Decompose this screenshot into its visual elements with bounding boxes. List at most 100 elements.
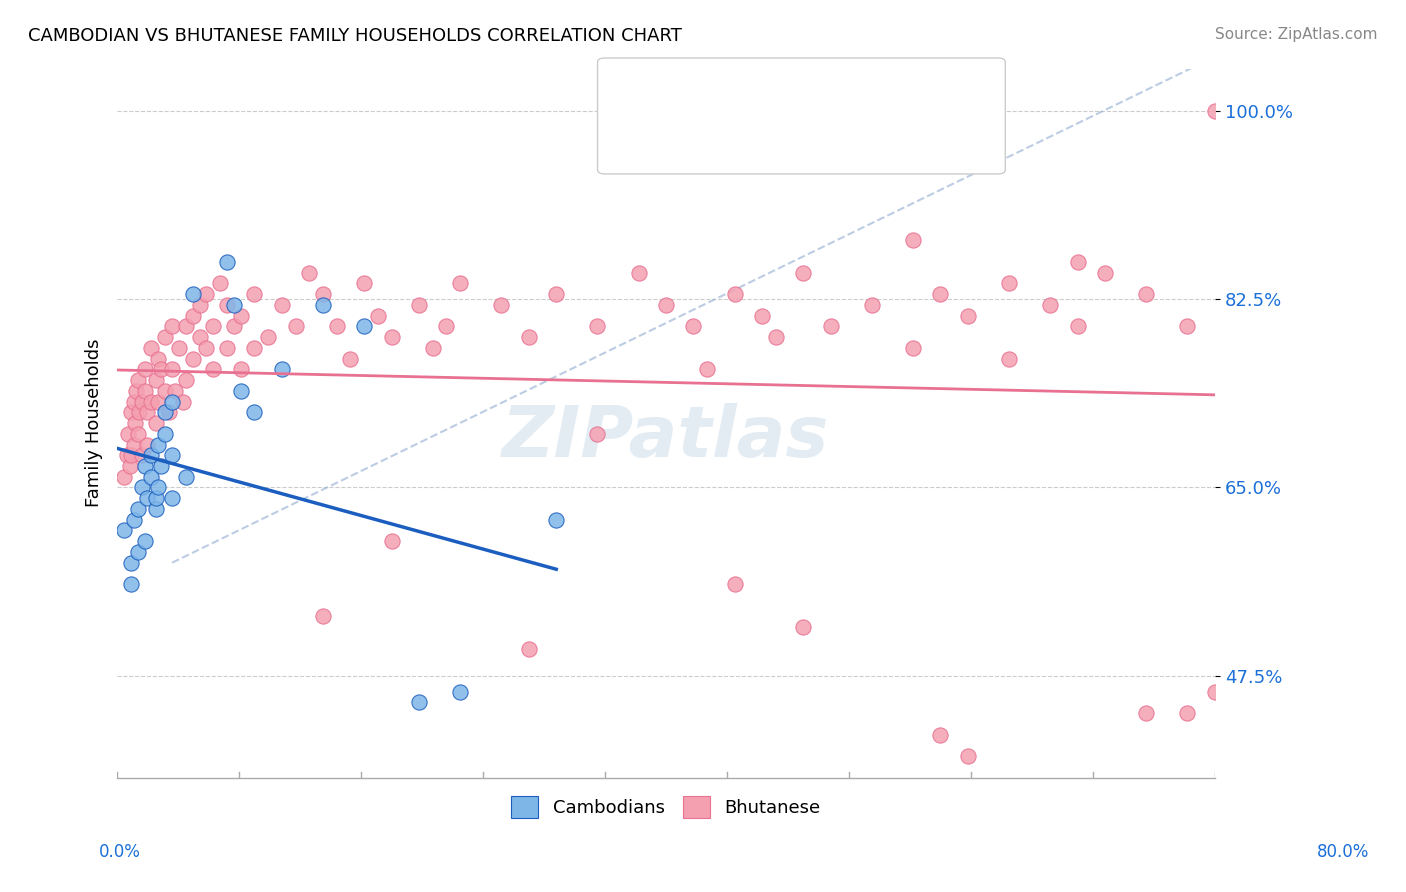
Point	[202, 319, 225, 334]
Point	[134, 362, 156, 376]
Point	[160, 491, 183, 506]
Text: N = 114: N = 114	[837, 129, 917, 149]
Point	[215, 255, 238, 269]
Point	[325, 319, 347, 334]
Point	[134, 384, 156, 398]
Point	[127, 373, 149, 387]
Point	[118, 458, 141, 473]
Point	[131, 394, 153, 409]
Point	[1135, 706, 1157, 720]
Point	[160, 319, 183, 334]
Point	[929, 287, 952, 301]
Point	[1368, 309, 1391, 323]
Point	[215, 341, 238, 355]
Point	[167, 341, 190, 355]
Point	[229, 362, 252, 376]
Point	[956, 749, 979, 764]
Point	[160, 362, 183, 376]
Point	[125, 384, 148, 398]
Point	[353, 277, 375, 291]
Point	[155, 426, 177, 441]
Point	[998, 277, 1021, 291]
Point	[145, 491, 167, 506]
Point	[134, 534, 156, 549]
Text: Source: ZipAtlas.com: Source: ZipAtlas.com	[1215, 27, 1378, 42]
Point	[145, 373, 167, 387]
Point	[134, 458, 156, 473]
Point	[655, 298, 678, 312]
Point	[901, 234, 924, 248]
Point	[229, 384, 252, 398]
Point	[270, 362, 292, 376]
Point	[127, 502, 149, 516]
Point	[586, 426, 609, 441]
Point	[115, 448, 138, 462]
Point	[181, 351, 204, 366]
Point	[723, 287, 745, 301]
Point	[141, 341, 163, 355]
Point	[131, 481, 153, 495]
Point	[901, 341, 924, 355]
Point	[546, 287, 568, 301]
Point	[174, 373, 197, 387]
Point	[1313, 330, 1336, 344]
Point	[141, 469, 163, 483]
Point	[491, 792, 513, 806]
Point	[627, 266, 650, 280]
Point	[112, 469, 135, 483]
Point	[1272, 298, 1295, 312]
Text: 80.0%: 80.0%	[1316, 843, 1369, 861]
Point	[112, 524, 135, 538]
Text: R = 0.326: R = 0.326	[658, 85, 756, 104]
Point	[586, 319, 609, 334]
Point	[546, 513, 568, 527]
Point	[1039, 298, 1062, 312]
Point	[145, 416, 167, 430]
Point	[682, 319, 704, 334]
Point	[127, 545, 149, 559]
Point	[229, 309, 252, 323]
Point	[188, 298, 211, 312]
Point	[257, 330, 280, 344]
Point	[312, 298, 335, 312]
Point	[157, 405, 180, 419]
Point	[1066, 319, 1088, 334]
Point	[751, 309, 773, 323]
Point	[163, 384, 186, 398]
Point	[202, 362, 225, 376]
Text: ZIPatlas: ZIPatlas	[502, 402, 830, 472]
Point	[312, 287, 335, 301]
Point	[956, 309, 979, 323]
Point	[174, 319, 197, 334]
Point	[160, 394, 183, 409]
Point	[150, 362, 173, 376]
Point	[284, 319, 307, 334]
Point	[215, 298, 238, 312]
Point	[222, 319, 245, 334]
Point	[122, 437, 145, 451]
Point	[792, 620, 814, 634]
Point	[998, 351, 1021, 366]
Point	[792, 266, 814, 280]
Point	[1232, 351, 1254, 366]
Point	[122, 394, 145, 409]
Point	[491, 298, 513, 312]
Point	[243, 287, 266, 301]
Point	[353, 319, 375, 334]
Point	[1341, 739, 1364, 753]
Point	[408, 695, 430, 709]
Point	[181, 287, 204, 301]
Point	[148, 437, 170, 451]
Point	[155, 405, 177, 419]
Point	[155, 330, 177, 344]
Text: CAMBODIAN VS BHUTANESE FAMILY HOUSEHOLDS CORRELATION CHART: CAMBODIAN VS BHUTANESE FAMILY HOUSEHOLDS…	[28, 27, 682, 45]
Point	[120, 556, 142, 570]
Point	[136, 437, 159, 451]
Point	[517, 641, 540, 656]
Point	[136, 405, 159, 419]
Point	[381, 534, 404, 549]
Point	[929, 728, 952, 742]
Point	[312, 609, 335, 624]
Point	[195, 287, 218, 301]
Point	[128, 405, 150, 419]
